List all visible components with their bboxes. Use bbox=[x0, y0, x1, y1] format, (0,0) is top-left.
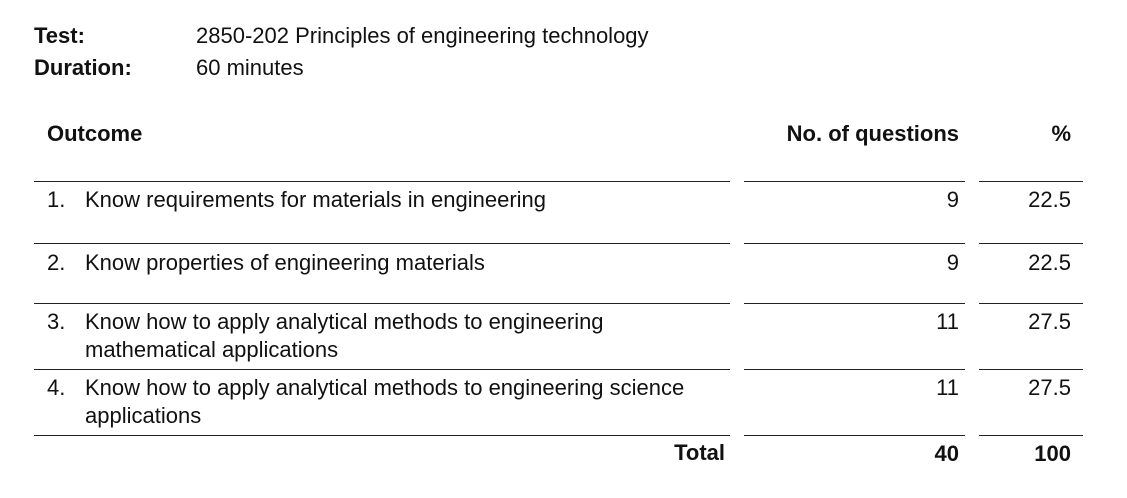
row-divider bbox=[744, 435, 965, 436]
percent-value: 27.5 bbox=[1028, 375, 1071, 400]
row-divider bbox=[744, 181, 965, 182]
row-divider bbox=[34, 243, 730, 244]
outcome-text: Know properties of engineering materials bbox=[85, 250, 485, 275]
row-number: 3. bbox=[47, 309, 66, 334]
row-number: 4. bbox=[47, 375, 66, 400]
row-divider bbox=[34, 181, 730, 182]
test-label: Test: bbox=[34, 23, 85, 48]
row-divider bbox=[34, 435, 730, 436]
row-divider bbox=[744, 369, 965, 370]
questions-count: 11 bbox=[936, 375, 959, 400]
percent-value: 22.5 bbox=[1028, 187, 1071, 212]
row-divider bbox=[979, 435, 1083, 436]
row-divider bbox=[979, 303, 1083, 304]
row-divider bbox=[979, 181, 1083, 182]
row-divider bbox=[744, 243, 965, 244]
questions-count: 9 bbox=[946, 250, 959, 275]
outcome-text: Know how to apply analytical methods to … bbox=[85, 375, 685, 428]
test-value: 2850-202 Principles of engineering techn… bbox=[196, 23, 649, 48]
test-info: Test: 2850-202 Principles of engineering… bbox=[34, 20, 1034, 84]
questions-count: 11 bbox=[936, 309, 959, 334]
row-divider bbox=[979, 369, 1083, 370]
row-number: 1. bbox=[47, 187, 66, 212]
total-label: Total bbox=[674, 440, 725, 465]
row-divider bbox=[979, 243, 1083, 244]
duration-label: Duration: bbox=[34, 55, 132, 80]
questions-count: 9 bbox=[946, 187, 959, 212]
column-header-percent: % bbox=[1051, 121, 1071, 146]
percent-value: 22.5 bbox=[1028, 250, 1071, 275]
column-header-outcome: Outcome bbox=[47, 121, 143, 146]
total-percent: 100 bbox=[1034, 441, 1071, 466]
outcome-text: Know requirements for materials in engin… bbox=[85, 187, 547, 212]
row-number: 2. bbox=[47, 250, 66, 275]
column-header-num-questions: No. of questions bbox=[786, 121, 959, 146]
row-divider bbox=[34, 369, 730, 370]
percent-value: 27.5 bbox=[1028, 309, 1071, 334]
duration-value: 60 minutes bbox=[196, 55, 304, 80]
test-row: Test: 2850-202 Principles of engineering… bbox=[34, 20, 1034, 52]
row-divider bbox=[34, 303, 730, 304]
total-questions: 40 bbox=[934, 441, 959, 466]
row-divider bbox=[744, 303, 965, 304]
outcome-text: Know how to apply analytical methods to … bbox=[85, 309, 604, 362]
duration-row: Duration: 60 minutes bbox=[34, 52, 1034, 84]
